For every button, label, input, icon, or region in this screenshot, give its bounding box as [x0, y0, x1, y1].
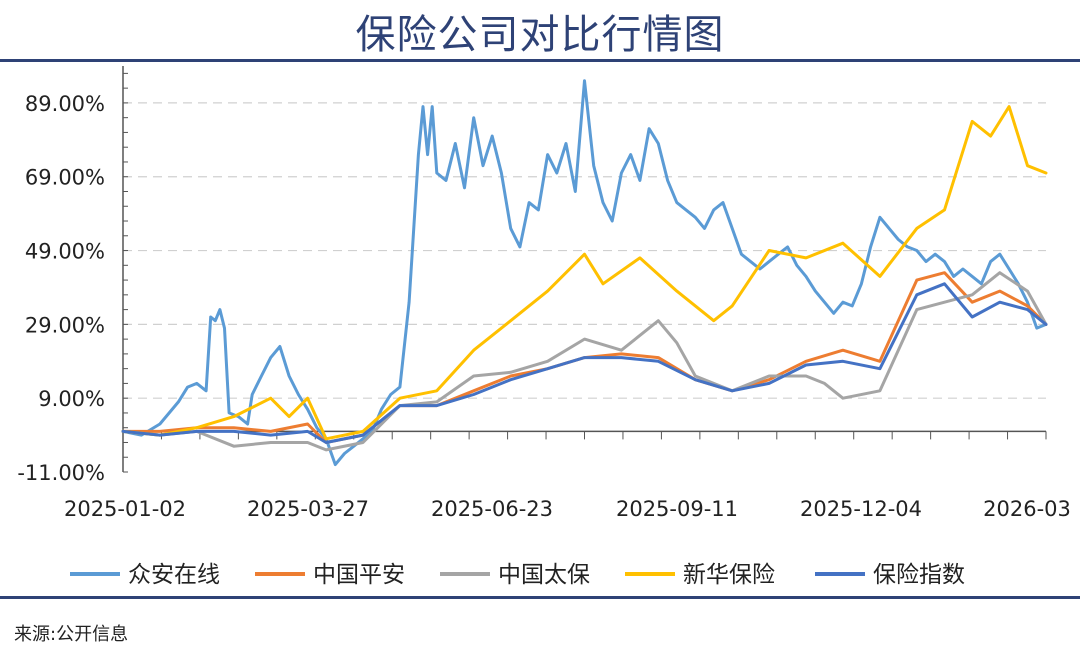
y-tick-label: 69.00%: [25, 166, 105, 190]
grid-lines: [123, 102, 1046, 399]
y-tick-label: 49.00%: [25, 240, 105, 264]
y-tick-label: 89.00%: [25, 92, 105, 116]
legend-label: 保险指数: [873, 562, 965, 588]
series-line: [121, 271, 1048, 452]
series-line: [121, 105, 1048, 441]
y-tick-label: 9.00%: [38, 387, 105, 411]
line-chart: -11.00% 9.00% 29.00% 49.00% 69.00% 89.00% 202…: [17, 66, 1071, 588]
y-tick-label: 29.00%: [25, 313, 105, 337]
x-axis-labels: 2025-01-02 2025-03-27 2025-06-23 2025-09-11…: [64, 497, 1071, 521]
series-line: [121, 79, 1048, 467]
x-tick-label: 2025-12-04: [800, 497, 922, 521]
series-line: [121, 271, 1048, 444]
x-tick-label: 2025-09-11: [616, 497, 738, 521]
y-axis-labels: -11.00% 9.00% 29.00% 49.00% 69.00% 89.00%: [17, 92, 105, 485]
x-tick-label: 2025-01-02: [64, 497, 186, 521]
legend-label: 中国太保: [498, 562, 590, 588]
chart-title: 保险公司对比行情图: [355, 12, 725, 58]
x-tick-label: 2026-03: [983, 497, 1071, 521]
y-tick-label: -11.00%: [17, 461, 105, 485]
legend-label: 中国平安: [313, 562, 405, 588]
top-divider: [0, 59, 1080, 62]
series-line: [121, 282, 1048, 444]
series-lines: [121, 79, 1048, 467]
bottom-divider: [0, 596, 1080, 599]
legend: 众安在线 中国平安 中国太保 新华保险 保险指数: [70, 562, 965, 588]
x-tick-label: 2025-03-27: [247, 497, 369, 521]
legend-label: 新华保险: [683, 562, 775, 588]
legend-label: 众安在线: [128, 562, 220, 588]
source-note: 来源:公开信息: [14, 624, 129, 645]
x-tick-label: 2025-06-23: [431, 497, 553, 521]
axes: [122, 66, 1047, 473]
